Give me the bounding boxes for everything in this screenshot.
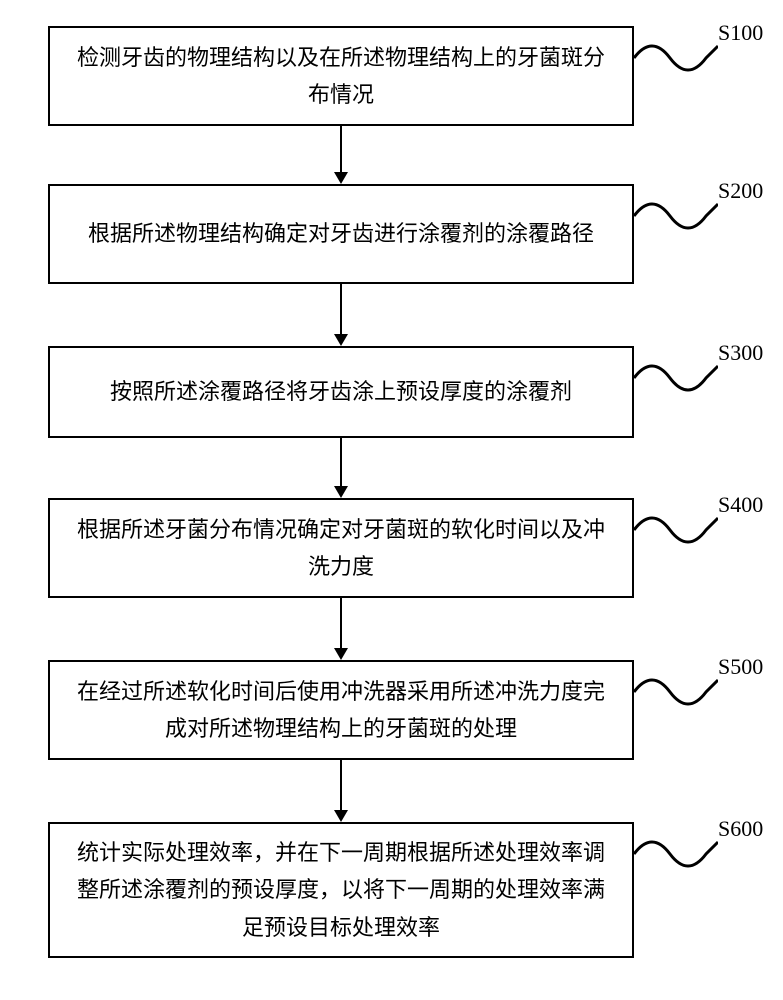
step-box-s300: 按照所述涂覆路径将牙齿涂上预设厚度的涂覆剂 [48, 346, 634, 438]
step-text: 根据所述牙菌分布情况确定对牙菌斑的软化时间以及冲洗力度 [74, 511, 608, 586]
step-text: 在经过所述软化时间后使用冲洗器采用所述冲洗力度完成对所述物理结构上的牙菌斑的处理 [74, 673, 608, 748]
step-box-s100: 检测牙齿的物理结构以及在所述物理结构上的牙菌斑分布情况 [48, 26, 634, 126]
step-box-s200: 根据所述物理结构确定对牙齿进行涂覆剂的涂覆路径 [48, 184, 634, 284]
flowchart-container: 检测牙齿的物理结构以及在所述物理结构上的牙菌斑分布情况 S100 根据所述物理结… [0, 0, 783, 1000]
squiggle-s200 [634, 194, 718, 238]
squiggle-s400 [634, 508, 718, 552]
squiggle-s300 [634, 356, 718, 400]
step-label-s500: S500 [718, 654, 763, 680]
step-label-s400: S400 [718, 492, 763, 518]
step-box-s400: 根据所述牙菌分布情况确定对牙菌斑的软化时间以及冲洗力度 [48, 498, 634, 598]
connector-3-4 [331, 438, 351, 498]
step-text: 按照所述涂覆路径将牙齿涂上预设厚度的涂覆剂 [110, 373, 572, 410]
connector-5-6 [331, 760, 351, 822]
squiggle-s500 [634, 670, 718, 714]
squiggle-s600 [634, 832, 718, 876]
step-text: 检测牙齿的物理结构以及在所述物理结构上的牙菌斑分布情况 [74, 39, 608, 114]
step-text: 统计实际处理效率，并在下一周期根据所述处理效率调整所述涂覆剂的预设厚度，以将下一… [74, 834, 608, 946]
connector-4-5 [331, 598, 351, 660]
step-label-s600: S600 [718, 816, 763, 842]
step-label-s300: S300 [718, 340, 763, 366]
connector-2-3 [331, 284, 351, 346]
step-box-s500: 在经过所述软化时间后使用冲洗器采用所述冲洗力度完成对所述物理结构上的牙菌斑的处理 [48, 660, 634, 760]
step-label-s200: S200 [718, 178, 763, 204]
step-label-s100: S100 [718, 20, 763, 46]
step-text: 根据所述物理结构确定对牙齿进行涂覆剂的涂覆路径 [88, 215, 594, 252]
connector-1-2 [331, 126, 351, 184]
step-box-s600: 统计实际处理效率，并在下一周期根据所述处理效率调整所述涂覆剂的预设厚度，以将下一… [48, 822, 634, 958]
squiggle-s100 [634, 36, 718, 80]
